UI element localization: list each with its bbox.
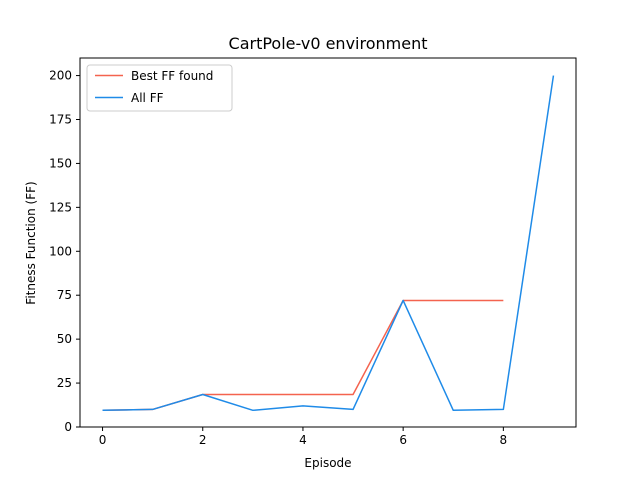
y-tick-label: 0 [64,420,72,434]
y-tick-label: 75 [57,288,72,302]
y-tick-label: 150 [49,156,72,170]
y-tick-label: 125 [49,200,72,214]
legend-label-all-ff: All FF [131,91,164,105]
x-tick-label: 8 [500,433,508,447]
y-axis-label: Fitness Function (FF) [24,181,38,304]
legend-box [86,64,233,112]
x-tick-label: 4 [299,433,307,447]
chart-title: CartPole-v0 environment [229,34,428,53]
y-tick-label: 175 [49,113,72,127]
legend: Best FF found All FF [86,64,233,112]
series-line-1 [102,75,555,412]
tick-layer: 0 2 4 6 8 0 25 50 75 100 125 150 175 200 [49,69,507,447]
x-axis-label: Episode [304,456,351,470]
x-tick-label: 0 [99,433,107,447]
y-tick-label: 50 [57,332,72,346]
y-tick-label: 200 [49,69,72,83]
series-layer [102,75,555,412]
y-tick-label: 100 [49,244,72,258]
y-tick-label: 25 [57,376,72,390]
legend-label-best-ff: Best FF found [131,69,213,83]
x-tick-label: 2 [199,433,207,447]
plot-frame [79,57,577,428]
x-tick-label: 6 [399,433,407,447]
